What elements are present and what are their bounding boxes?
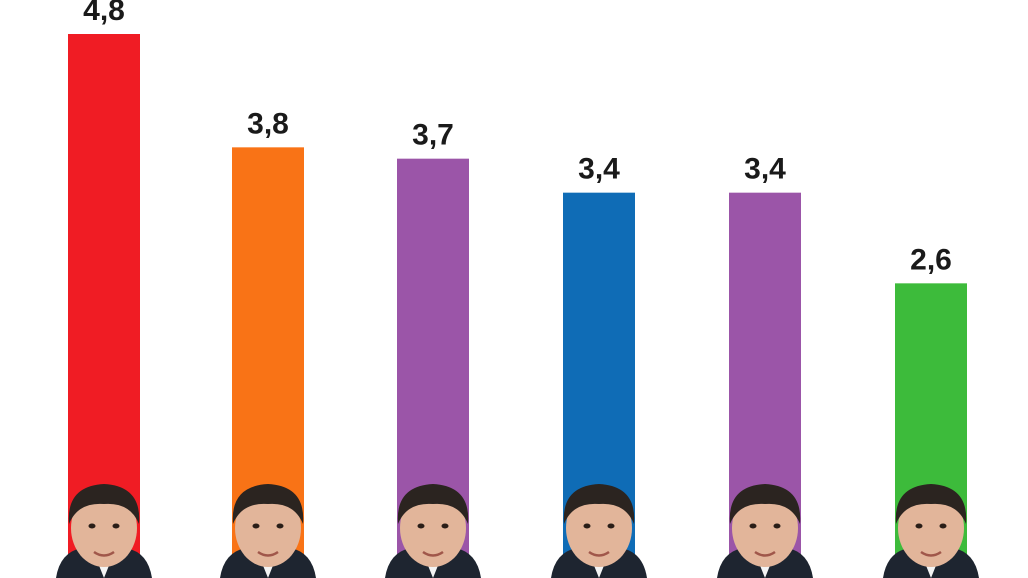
portrait-icon — [220, 484, 316, 578]
portrait-eye — [417, 523, 425, 529]
portraits-group — [56, 484, 979, 578]
portrait-eye — [749, 523, 757, 529]
portrait-mouth — [754, 550, 776, 557]
portrait-eye — [88, 523, 96, 529]
portrait-mouth — [920, 550, 942, 557]
data-label: 4,8 — [83, 0, 125, 27]
portrait-face — [400, 489, 466, 567]
portrait-hair — [729, 484, 801, 524]
portrait-face — [898, 489, 964, 567]
portrait-hair — [397, 484, 469, 524]
portrait-hair — [68, 484, 140, 524]
portrait-face — [566, 489, 632, 567]
portrait-mouth — [422, 550, 444, 557]
portrait-hair — [232, 484, 304, 524]
portrait-face — [71, 489, 137, 567]
bars-group — [68, 34, 967, 578]
portrait-hair — [895, 484, 967, 524]
portrait-eye — [607, 523, 615, 529]
data-label: 3,8 — [247, 107, 289, 140]
value-labels-group: 4,8 3,8 3,7 3,4 3,4 2,6 — [83, 0, 952, 276]
data-label: 2,6 — [910, 243, 952, 276]
portrait-eye — [939, 523, 947, 529]
portrait-mouth — [93, 550, 115, 557]
portrait-icon — [385, 484, 481, 578]
data-label: 3,4 — [744, 153, 786, 186]
portrait-eye — [773, 523, 781, 529]
portrait-icon — [551, 484, 647, 578]
portrait-eye — [441, 523, 449, 529]
portrait-mouth — [588, 550, 610, 557]
data-label: 3,7 — [412, 119, 454, 152]
portrait-hair — [563, 484, 635, 524]
portrait-eye — [915, 523, 923, 529]
portrait-eye — [276, 523, 284, 529]
data-label: 3,4 — [578, 153, 620, 186]
portrait-face — [235, 489, 301, 567]
portrait-eye — [252, 523, 260, 529]
portrait-eye — [112, 523, 120, 529]
portrait-icon — [56, 484, 152, 578]
portrait-icon — [883, 484, 979, 578]
portrait-icon — [717, 484, 813, 578]
portrait-eye — [583, 523, 591, 529]
portrait-face — [732, 489, 798, 567]
portrait-mouth — [257, 550, 279, 557]
